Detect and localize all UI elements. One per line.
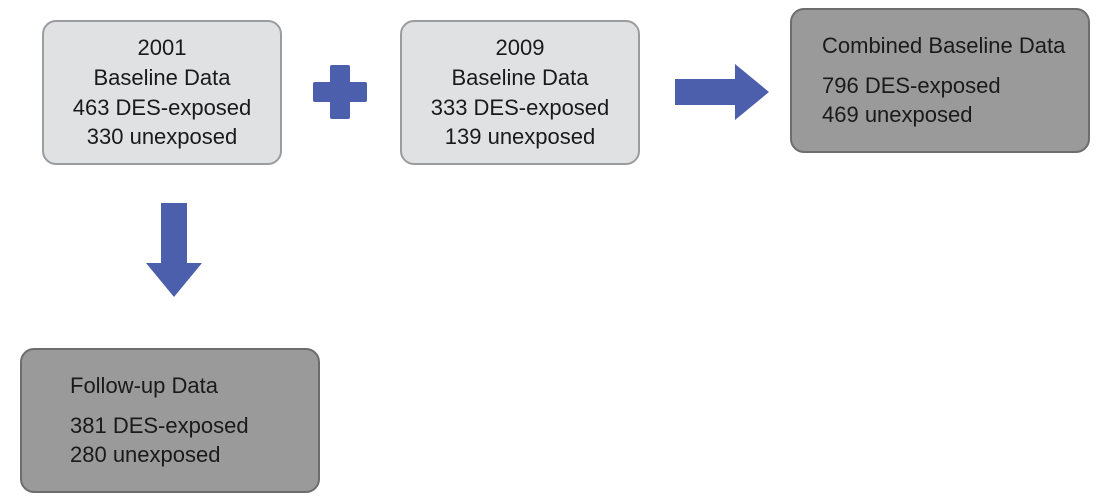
arrow-right-icon [675, 64, 769, 120]
arrow-right-svg [675, 64, 769, 120]
text-line: 2001 [138, 33, 187, 63]
plus-svg [313, 65, 367, 119]
text-line: Combined Baseline Data [822, 31, 1065, 61]
node-baseline-2009: 2009 Baseline Data 333 DES-exposed 139 u… [400, 20, 640, 165]
arrow-down-icon [146, 203, 202, 297]
arrow-down-svg [146, 203, 202, 297]
text-line: 2009 [496, 33, 545, 63]
node-followup: Follow-up Data 381 DES-exposed 280 unexp… [20, 348, 320, 493]
text-line: 469 unexposed [822, 100, 972, 130]
node-combined-baseline: Combined Baseline Data 796 DES-exposed 4… [790, 8, 1090, 153]
node-baseline-2001: 2001 Baseline Data 463 DES-exposed 330 u… [42, 20, 282, 165]
plus-icon [313, 65, 367, 119]
text-line: 463 DES-exposed [73, 93, 252, 123]
text-line: Baseline Data [452, 63, 589, 93]
text-line: 796 DES-exposed [822, 71, 1001, 101]
text-line: 333 DES-exposed [431, 93, 610, 123]
text-line: 381 DES-exposed [70, 411, 249, 441]
text-line: Baseline Data [94, 63, 231, 93]
text-line: 330 unexposed [87, 122, 237, 152]
text-line: 280 unexposed [70, 440, 220, 470]
text-line: 139 unexposed [445, 122, 595, 152]
text-line: Follow-up Data [70, 371, 218, 401]
